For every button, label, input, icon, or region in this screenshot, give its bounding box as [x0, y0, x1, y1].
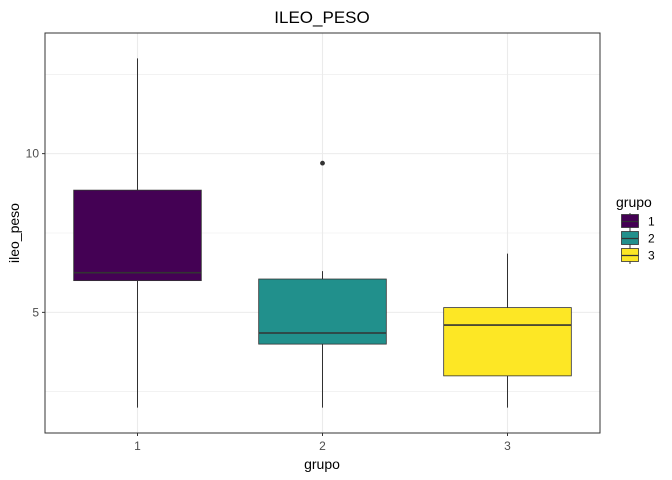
- legend-label: 3: [648, 249, 655, 263]
- legend-item-1: 1: [620, 213, 655, 230]
- legend-title: grupo: [616, 194, 652, 210]
- boxplot-group-2: [258, 160, 387, 408]
- box: [258, 278, 387, 345]
- x-axis-title: grupo: [304, 456, 340, 472]
- y-tick-label: 10: [26, 147, 40, 161]
- x-tick-label: 3: [504, 439, 511, 453]
- boxplots: [73, 58, 572, 408]
- boxplot-group-1: [73, 58, 202, 408]
- plot-panel: [44, 32, 601, 434]
- outlier-point: [320, 160, 325, 166]
- legend-item-2: 2: [620, 230, 655, 247]
- y-axis: 5 10: [26, 147, 45, 319]
- chart-title: ILEO_PESO: [274, 8, 369, 27]
- box: [443, 307, 572, 377]
- x-tick-label: 1: [134, 439, 141, 453]
- x-tick-label: 2: [319, 439, 326, 453]
- y-tick-label: 5: [32, 305, 39, 319]
- legend-label: 1: [648, 215, 655, 229]
- boxplot-group-3: [443, 253, 572, 408]
- y-axis-title: ileo_peso: [6, 203, 22, 263]
- legend: grupo 1 2 3: [616, 194, 655, 264]
- legend-item-3: 3: [620, 247, 655, 264]
- legend-label: 2: [648, 232, 655, 246]
- x-axis: 1 2 3: [134, 433, 511, 453]
- box: [73, 189, 202, 282]
